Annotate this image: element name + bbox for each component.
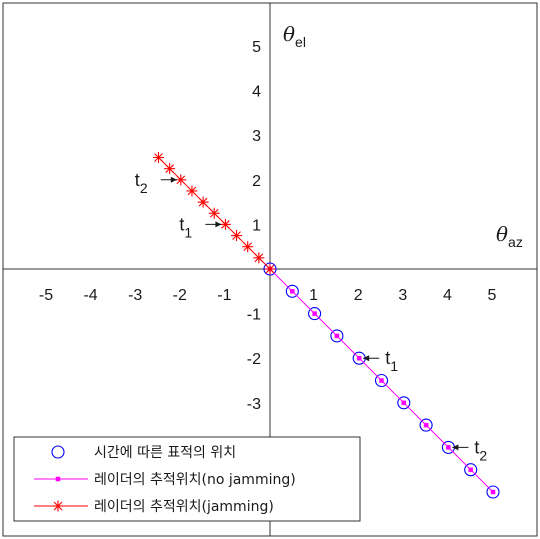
data-point-0 xyxy=(374,373,389,388)
annotation-label: t2 xyxy=(135,170,148,196)
x-tick-label: 1 xyxy=(309,287,318,304)
annotation-arrowhead xyxy=(215,221,222,228)
annotation-label: t1 xyxy=(179,214,192,240)
y-tick-label: 1 xyxy=(252,217,261,234)
x-tick-label: 5 xyxy=(488,287,497,304)
data-point-1 xyxy=(490,489,496,495)
data-point-1 xyxy=(446,445,451,450)
data-point-2 xyxy=(153,152,164,163)
series-layer xyxy=(153,152,500,499)
data-point-0 xyxy=(308,307,322,321)
data-point-1 xyxy=(334,333,340,339)
tick-labels: -5 -4 -3 -2 -1 1 2 3 4 5 -3 -2 -1 1 2 3 4 5 xyxy=(39,39,497,413)
annotation-t2: t2 xyxy=(135,170,177,196)
y-tick-label: 4 xyxy=(252,84,261,101)
star-stroke xyxy=(187,186,197,196)
star-stroke xyxy=(232,231,241,240)
x-tick-label: -2 xyxy=(173,287,187,304)
y-tick-label: 3 xyxy=(252,128,261,145)
annotations: t2 t1 t1 t2 xyxy=(135,170,488,464)
star-stroke xyxy=(243,242,253,252)
y-tick-label: -3 xyxy=(247,396,261,413)
data-point-1 xyxy=(290,289,295,294)
star-stroke xyxy=(165,164,174,173)
annotation-label: t1 xyxy=(385,348,398,374)
data-point-2 xyxy=(186,185,198,197)
x-tick-label: 3 xyxy=(398,287,407,304)
y-tick-label: -2 xyxy=(247,351,261,368)
annotation-t1: t1 xyxy=(179,214,222,240)
x-tick-label: -5 xyxy=(39,287,53,304)
star-stroke xyxy=(176,175,186,185)
annotation-label: t2 xyxy=(474,437,487,463)
x-tick-label: 4 xyxy=(443,287,452,304)
x-tick-label: -3 xyxy=(128,287,142,304)
data-point-0 xyxy=(263,262,277,276)
annotation-arrowhead xyxy=(170,176,177,183)
data-point-2 xyxy=(219,218,231,230)
x-tick-label: -1 xyxy=(217,287,231,304)
legend-entry-no-jamming: 레이더의 추적위치(no jamming) xyxy=(94,472,296,488)
data-point-0 xyxy=(419,418,433,432)
annotation-t1: t1 xyxy=(363,348,398,374)
y-tick-label: 5 xyxy=(252,39,261,56)
data-point-0 xyxy=(397,396,411,410)
data-point-2 xyxy=(197,196,209,208)
x-tick-label: -4 xyxy=(83,287,97,304)
annotation-t2: t2 xyxy=(452,437,487,463)
star-stroke xyxy=(221,220,230,229)
legend-marker-0 xyxy=(51,445,65,459)
data-point-2 xyxy=(231,230,243,242)
legend: 시간에 따른 표적의 위치 레이더의 추적위치(no jamming) 레이더의… xyxy=(13,436,361,522)
data-point-2 xyxy=(208,207,220,219)
data-point-2 xyxy=(264,263,276,275)
data-point-2 xyxy=(175,174,187,186)
y-axis-label: θel xyxy=(283,22,306,50)
data-point-0 xyxy=(285,284,299,298)
legend-entry-target: 시간에 따른 표적의 위치 xyxy=(94,445,236,461)
data-point-1 xyxy=(423,422,429,428)
y-tick-label: -1 xyxy=(247,307,261,324)
legend-entry-jamming: 레이더의 추적위치(jamming) xyxy=(94,499,274,515)
data-point-1 xyxy=(401,400,407,406)
data-point-2 xyxy=(164,163,176,175)
data-point-2 xyxy=(253,252,265,264)
star-stroke xyxy=(254,253,264,263)
legend-marker-1 xyxy=(55,476,61,482)
data-point-1 xyxy=(468,467,473,472)
x-tick-label: 2 xyxy=(354,287,363,304)
data-point-1 xyxy=(312,311,317,316)
annotation-arrowhead xyxy=(363,355,370,362)
star-stroke xyxy=(209,208,219,218)
x-axis-label: θaz xyxy=(496,222,523,250)
series-2 xyxy=(153,152,276,275)
y-tick-label: 2 xyxy=(252,173,261,190)
star-stroke xyxy=(53,501,63,511)
data-point-0 xyxy=(330,329,344,343)
data-point-1 xyxy=(379,378,384,383)
star-stroke xyxy=(198,197,208,207)
legend-marker-2 xyxy=(52,500,64,512)
axis-labels: θaz θel xyxy=(283,22,523,250)
star-stroke xyxy=(265,264,275,274)
data-point-1 xyxy=(356,355,362,361)
annotation-arrowhead xyxy=(452,444,459,451)
legend-markers xyxy=(34,445,88,512)
data-point-0 xyxy=(464,463,478,477)
data-point-2 xyxy=(242,241,254,253)
star-stroke xyxy=(154,153,163,162)
data-point-0 xyxy=(486,485,500,499)
